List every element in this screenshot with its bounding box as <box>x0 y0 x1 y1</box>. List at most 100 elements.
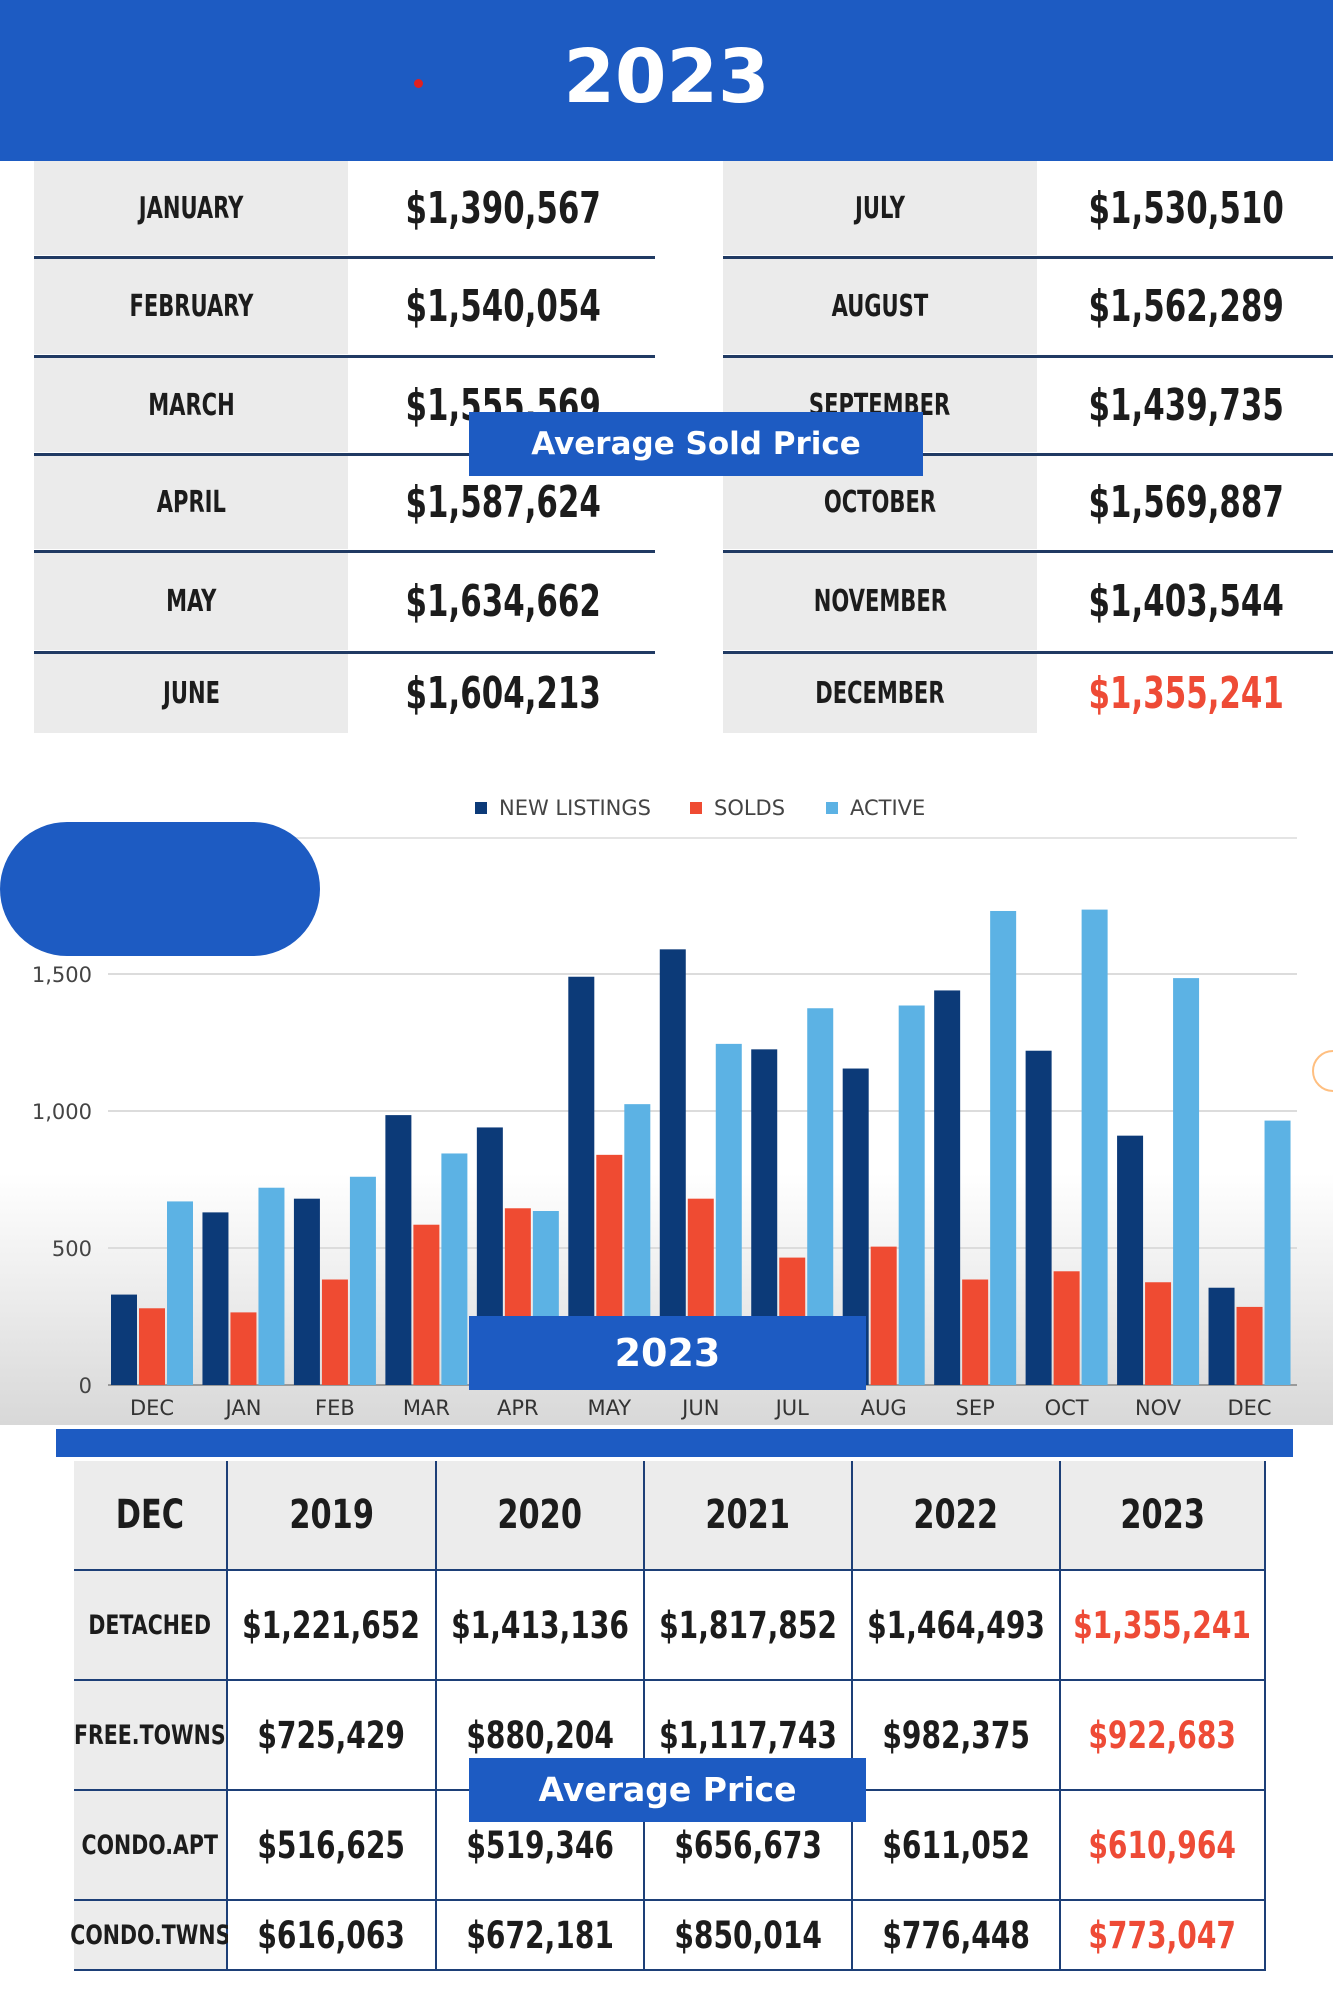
price-value-cell: $922,683 <box>1061 1681 1266 1791</box>
chart-bar <box>1117 1135 1144 1385</box>
chart-bar <box>934 990 961 1385</box>
chart-bar <box>1264 1120 1291 1385</box>
monthly-sold-price-table: JANUARY $1,390,567 FEBRUARY $1,540,054 MARCH… <box>0 161 1333 733</box>
month-label: AUGUST <box>831 289 929 324</box>
chart-bar <box>990 910 1017 1385</box>
price-value-cell: $1,464,493 <box>853 1571 1061 1681</box>
price-value-cell: $725,429 <box>228 1681 437 1791</box>
chart-bar <box>1236 1306 1263 1385</box>
month-price-cell: $1,439,735 <box>1040 358 1333 452</box>
chart-bar <box>167 1201 193 1385</box>
price-value-cell: $1,221,652 <box>228 1571 437 1681</box>
month-label-cell: AUGUST <box>723 259 1037 354</box>
month-label-cell: APRIL <box>34 456 348 549</box>
chart-bar <box>1025 1050 1052 1385</box>
price-value: $1,355,241 <box>1073 1603 1252 1647</box>
table-grid-line <box>34 550 655 553</box>
x-tick-label: OCT <box>1045 1396 1089 1420</box>
chart-bar <box>659 949 686 1385</box>
month-price: $1,403,544 <box>1088 576 1285 627</box>
chart-bar <box>139 1308 165 1385</box>
chart-year-label: 2023 <box>469 1316 866 1390</box>
month-label-cell: JUNE <box>34 654 348 733</box>
column-header: DEC <box>115 1492 185 1538</box>
x-tick-label: FEB <box>315 1396 355 1420</box>
x-tick-label: SEP <box>956 1396 995 1420</box>
column-header-cell: DEC <box>74 1461 228 1571</box>
chart-bar <box>413 1224 440 1385</box>
month-price-cell: $1,634,662 <box>351 553 655 650</box>
table-grid-line <box>723 256 1333 259</box>
x-tick-label: APR <box>497 1396 539 1420</box>
price-value: $880,204 <box>466 1713 614 1757</box>
month-label: NOVEMBER <box>813 584 947 619</box>
chart-bar <box>1053 1271 1080 1385</box>
month-label: JANUARY <box>138 190 244 226</box>
row-label-cell: CONDO.TWNS <box>70 1901 230 1971</box>
month-price: $1,562,289 <box>1088 281 1285 332</box>
price-value: $1,117,743 <box>659 1713 837 1757</box>
price-value-cell: $611,052 <box>853 1791 1061 1901</box>
month-label: MARCH <box>147 387 235 423</box>
x-tick-label: DEC <box>130 1396 174 1420</box>
price-value: $1,221,652 <box>242 1603 421 1647</box>
month-label: JULY <box>855 190 905 226</box>
divider-bar <box>56 1429 1293 1457</box>
chart-bar <box>962 1279 989 1385</box>
chart-bar <box>230 1312 257 1385</box>
price-value: $1,413,136 <box>451 1603 629 1647</box>
price-value: $922,683 <box>1088 1713 1237 1757</box>
column-header-cell: 2022 <box>853 1461 1061 1571</box>
chart-bar <box>349 1176 376 1385</box>
price-value-cell: $850,014 <box>645 1901 853 1971</box>
legend-label: SOLDS <box>714 796 785 820</box>
month-label-cell: DECEMBER <box>723 654 1037 733</box>
price-value: $616,063 <box>257 1913 406 1957</box>
price-value: $672,181 <box>466 1913 614 1957</box>
month-label: FEBRUARY <box>129 289 253 324</box>
chart-bar <box>898 1005 925 1385</box>
price-value: $656,673 <box>674 1823 822 1867</box>
row-label: CONDO.APT <box>81 1829 219 1861</box>
legend-swatch <box>690 802 702 814</box>
chart-bar <box>441 1153 468 1385</box>
price-value: $610,964 <box>1088 1823 1237 1867</box>
table-grid-line <box>723 355 1333 358</box>
chart-bar <box>258 1187 285 1385</box>
x-tick-label: JUL <box>774 1396 810 1420</box>
price-value-cell: $1,817,852 <box>645 1571 853 1681</box>
month-label-cell: FEBRUARY <box>34 259 348 354</box>
legend-label: ACTIVE <box>850 796 925 820</box>
month-label-cell: NOVEMBER <box>723 553 1037 650</box>
column-header-cell: 2021 <box>645 1461 853 1571</box>
row-label: DETACHED <box>88 1609 212 1641</box>
column-header-cell: 2023 <box>1061 1461 1266 1571</box>
x-tick-label: JAN <box>224 1396 262 1420</box>
average-price-comparison-table: DEC 2019 2020 2021 2022 2023 DETACHED $1,221,65… <box>70 1461 1266 1971</box>
price-value: $773,047 <box>1088 1913 1237 1957</box>
month-price-cell: $1,403,544 <box>1040 553 1333 650</box>
month-label-cell: MAY <box>34 553 348 650</box>
chart-bar <box>1173 978 1200 1385</box>
y-tick-label: 500 <box>52 1237 92 1261</box>
month-label: MAY <box>165 584 217 619</box>
month-label: JUNE <box>162 676 220 711</box>
month-price: $1,530,510 <box>1088 182 1285 234</box>
price-value: $1,464,493 <box>867 1603 1045 1647</box>
price-value: $516,625 <box>257 1823 406 1867</box>
month-price: $1,604,213 <box>405 668 601 719</box>
month-price-cell: $1,355,241 <box>1040 654 1333 733</box>
month-label: DECEMBER <box>815 676 945 711</box>
column-header: 2023 <box>1120 1492 1205 1538</box>
month-label-cell: JANUARY <box>34 161 348 255</box>
table-grid-line <box>34 256 655 259</box>
chart-bar <box>385 1115 412 1385</box>
chart-bar <box>202 1212 229 1385</box>
month-price-cell: $1,390,567 <box>351 161 655 255</box>
price-value-cell: $516,625 <box>228 1791 437 1901</box>
month-label-cell: MARCH <box>34 358 348 452</box>
page-title: 2023 <box>563 34 770 120</box>
legend-swatch <box>475 802 487 814</box>
sold-price-label: Average Sold Price <box>469 412 923 476</box>
table-grid-line <box>723 651 1333 654</box>
